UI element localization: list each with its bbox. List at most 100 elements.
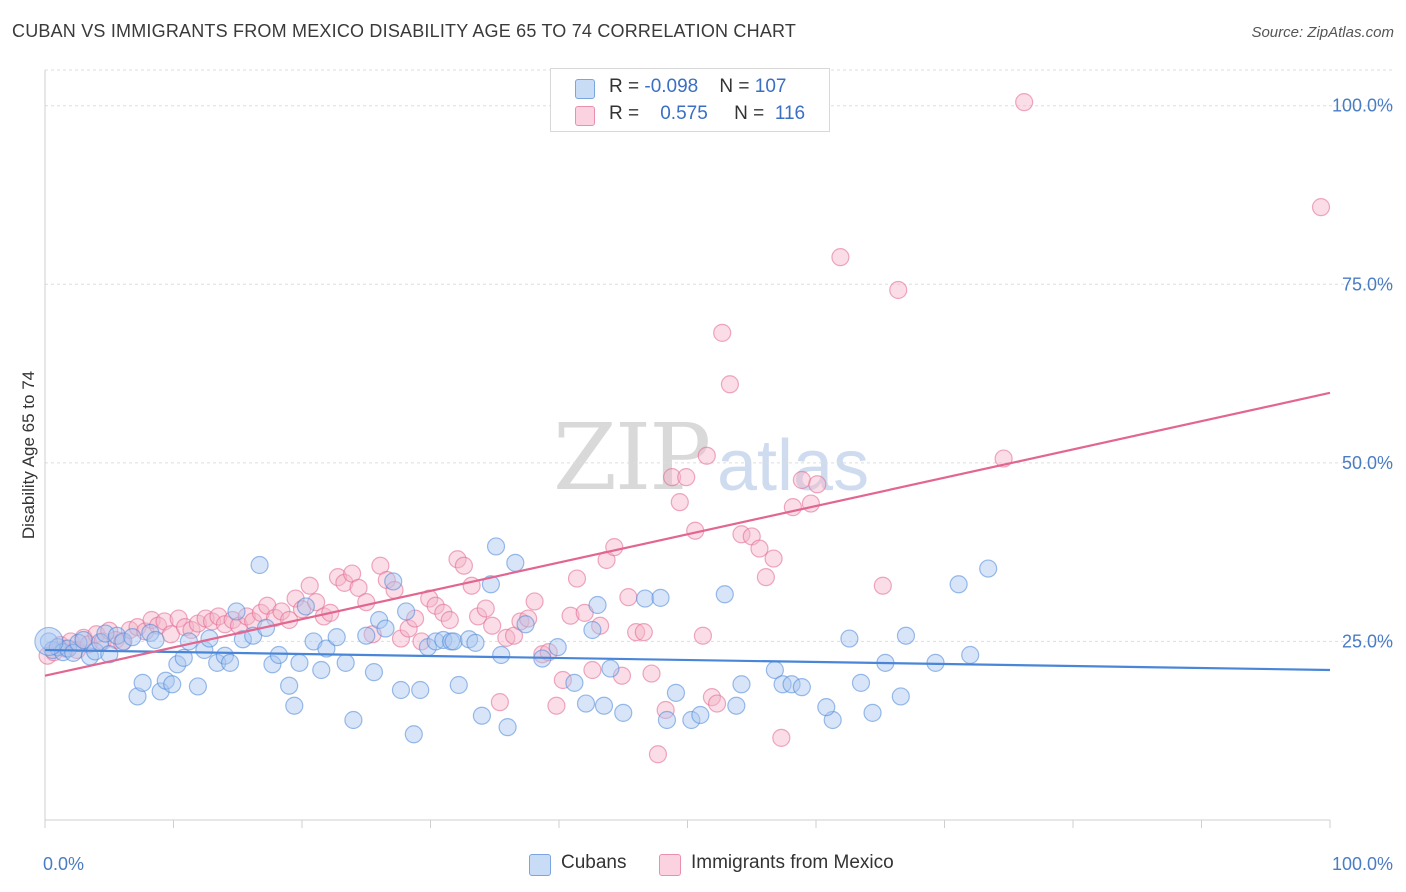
trend-lines (44, 391, 1331, 677)
cuban-point-101 (891, 687, 910, 706)
mexico-point-95 (697, 446, 716, 465)
cuban-point-68 (486, 537, 506, 556)
cuban-point-17 (133, 673, 152, 692)
cuban-point-54 (391, 680, 411, 700)
mexico-point-40 (307, 593, 326, 612)
cuban-point-44 (312, 660, 331, 680)
mexico-point-77 (567, 569, 587, 588)
mexico-point-109 (808, 475, 827, 494)
cuban-point-67 (481, 575, 500, 594)
mexico-point-98 (713, 323, 732, 342)
mexico-point-57 (426, 596, 445, 615)
legend-r-value-cubans: -0.098 (644, 76, 699, 97)
axis-labels: 25.0% 50.0% 75.0% 100.0% 0.0% 100.0% Disabilit… (19, 96, 1393, 874)
cuban-point-53 (384, 572, 403, 591)
cuban-point-46 (327, 628, 346, 647)
mexico-point-88 (648, 745, 668, 764)
cuban-point-70 (498, 718, 517, 737)
cuban-point-40 (285, 696, 304, 715)
cuban-point-78 (588, 595, 607, 615)
cuban-point-74 (548, 638, 567, 657)
mexico-point-83 (612, 666, 632, 685)
mexico-point-86 (634, 623, 653, 642)
cuban-point-14 (114, 632, 133, 651)
mexico-point-46 (349, 578, 368, 597)
axes (44, 70, 1331, 828)
cuban-point-87 (691, 705, 710, 725)
legend-swatch-mexico (575, 106, 595, 126)
cuban-point-48 (344, 710, 363, 730)
cuban-point-31 (220, 653, 240, 672)
cuban-point-88 (715, 585, 734, 604)
cuban-point-72 (516, 615, 535, 634)
mexico-point-87 (642, 664, 661, 683)
cuban-point-25 (179, 632, 199, 651)
mexico-point-85 (626, 623, 646, 642)
mexico-point-102 (750, 539, 769, 558)
mexico-point-47 (357, 593, 376, 612)
cuban-point-62 (444, 632, 463, 651)
mexico-point-84 (619, 588, 638, 607)
cuban-point-76 (576, 694, 596, 713)
cuban-point-104 (949, 575, 968, 594)
cuban-point-55 (396, 602, 416, 621)
cuban-point-81 (614, 703, 633, 722)
cuban-point-65 (466, 633, 485, 652)
cuban-point-16 (128, 687, 147, 706)
cuban-point-26 (188, 677, 208, 696)
mexico-point-99 (720, 375, 740, 394)
mexico-point-59 (440, 610, 459, 630)
cuban-point-69 (492, 645, 511, 665)
cuban-point-38 (269, 645, 288, 665)
cuban-point-80 (601, 659, 620, 678)
cuban-point-97 (840, 629, 859, 648)
cuban-point-42 (296, 597, 315, 616)
cuban-point-56 (404, 725, 423, 744)
legend-n-value-cubans: 107 (754, 76, 787, 97)
cuban-point-79 (594, 696, 614, 715)
legend-swatch-cubans (575, 79, 595, 99)
mexico-point-64 (476, 599, 495, 618)
cuban-point-37 (263, 655, 282, 674)
cuban-point-52 (376, 619, 395, 638)
cuban-point-22 (163, 675, 182, 694)
cuban-point-19 (146, 630, 165, 650)
cuban-point-89 (727, 696, 746, 715)
cuban-point-50 (364, 663, 384, 682)
mexico-point-58 (434, 603, 453, 622)
mexico-point-103 (756, 568, 775, 587)
mexico-point-97 (707, 694, 727, 713)
mexico-point-105 (772, 728, 791, 747)
cuban-point-90 (732, 675, 751, 694)
y-tick-label-2: 75.0% (1342, 274, 1393, 294)
y-tick-label-0: 25.0% (1342, 631, 1393, 651)
mexico-point-79 (583, 660, 602, 680)
correlation-legend: R = -0.098 N = 107 R = 0.575 N = 116 (550, 68, 830, 132)
y-tick-label-1: 50.0% (1342, 453, 1393, 473)
cuban-point-66 (472, 706, 491, 725)
mexico-point-91 (670, 493, 689, 512)
legend-n-value-mexico: 116 (774, 103, 806, 124)
cuban-point-15 (123, 628, 142, 647)
legend-r-label-mexico: R = (609, 103, 645, 124)
cuban-point-77 (583, 620, 602, 640)
mexico-point-52 (391, 629, 411, 648)
watermark-atlas: atlas (717, 426, 870, 506)
mexico-point-29 (229, 616, 249, 635)
mexico-point-50 (377, 570, 396, 590)
x-tick-label-1: 100.0% (1332, 854, 1393, 874)
bottom-swatch-mexico (659, 854, 681, 876)
legend-r-label-cubans: R = (609, 76, 645, 97)
bottom-label-cubans: Cubans (561, 852, 627, 873)
bottom-swatch-cubans (529, 854, 551, 876)
cuban-point-39 (280, 676, 299, 695)
cuban-point-98 (851, 673, 871, 692)
cuban-point-11 (96, 624, 115, 643)
mexico-point-111 (873, 576, 892, 595)
mexico-point-112 (889, 280, 908, 300)
mexico-point-114 (1015, 93, 1034, 112)
cuban-point-57 (411, 680, 430, 700)
cuban-point-75 (565, 673, 584, 692)
cuban-point-71 (506, 553, 525, 572)
cuban-point-86 (682, 710, 701, 730)
